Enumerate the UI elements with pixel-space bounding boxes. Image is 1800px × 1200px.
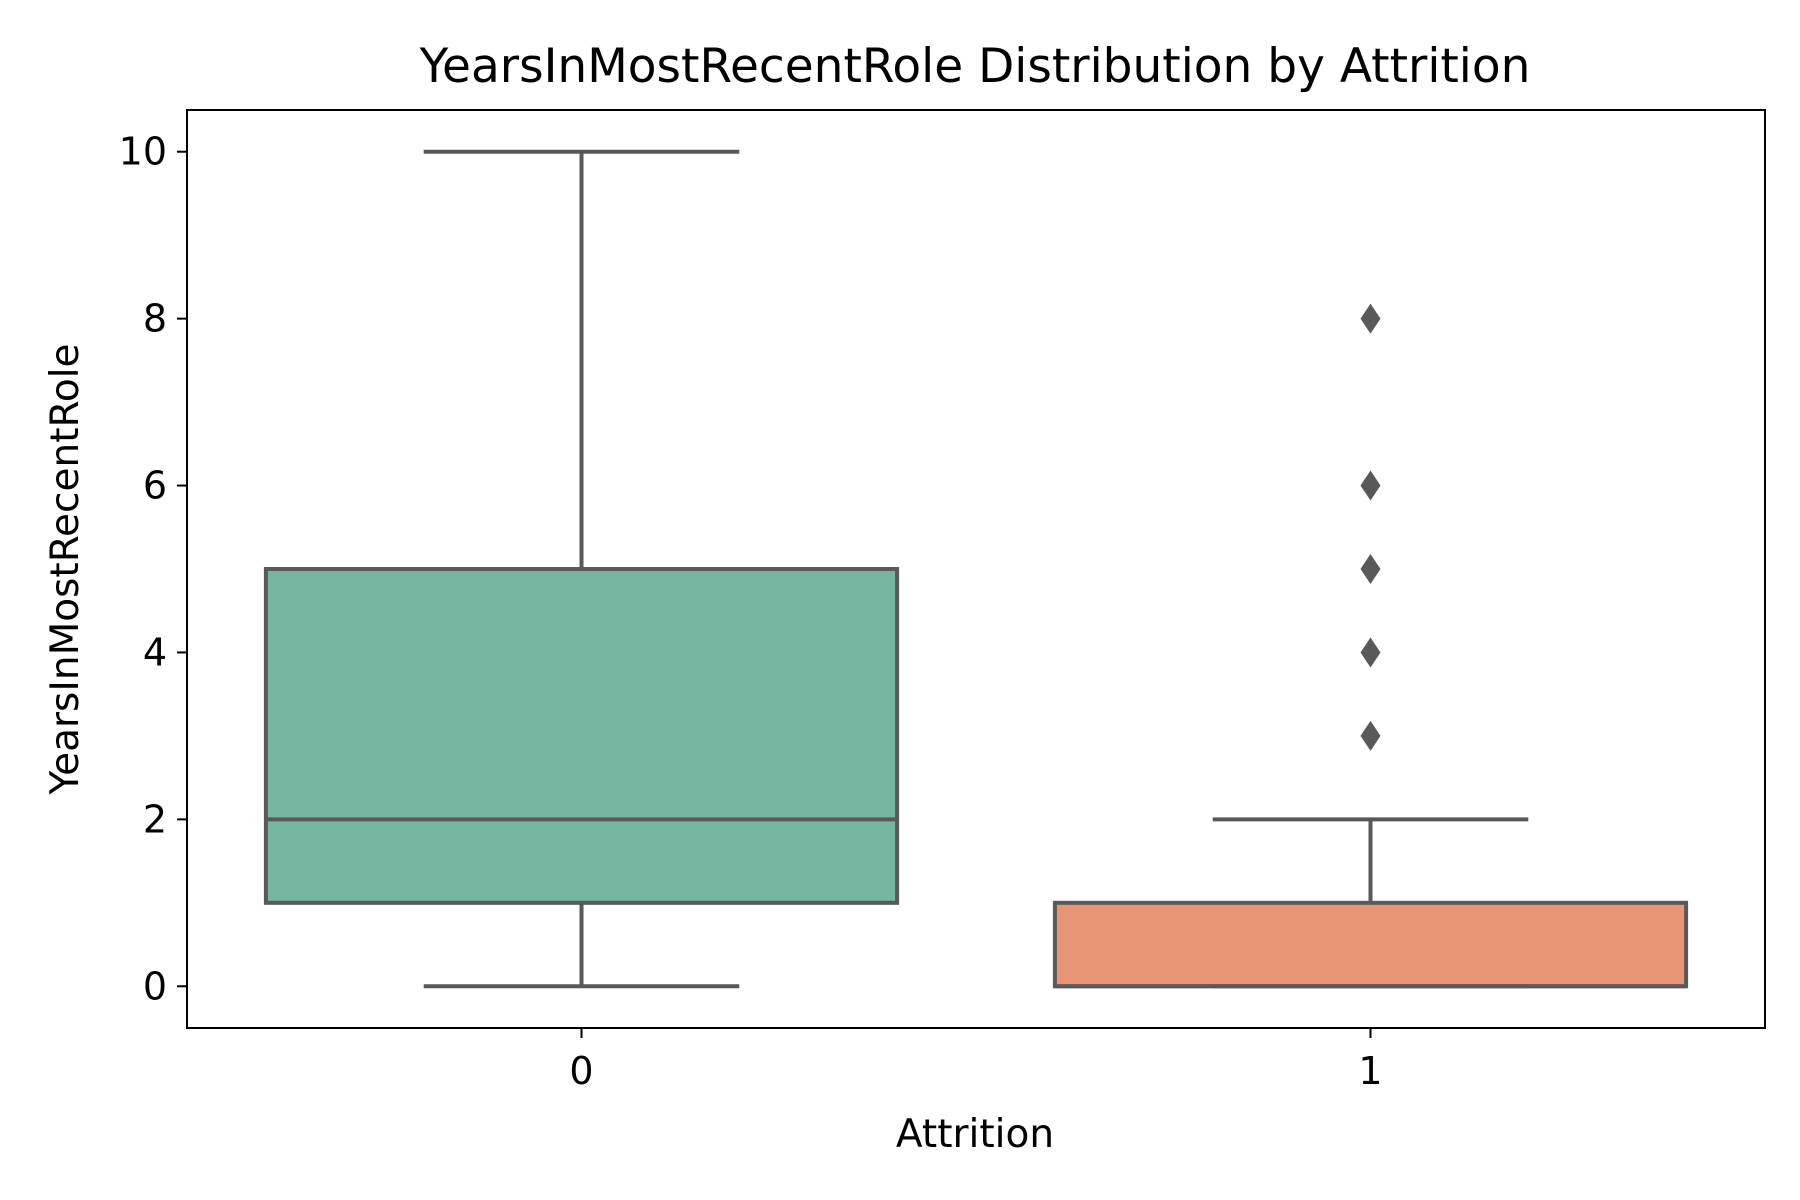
x-tick-label: 0 bbox=[569, 1049, 593, 1093]
y-axis-label: YearsInMostRecentRole bbox=[43, 343, 88, 795]
y-tick-label: 4 bbox=[143, 630, 167, 674]
outlier-point bbox=[1360, 720, 1381, 751]
iqr-box bbox=[1052, 900, 1689, 989]
outlier-point bbox=[1360, 637, 1381, 668]
outlier-point bbox=[1360, 303, 1381, 334]
y-tick-label: 2 bbox=[143, 797, 167, 841]
y-tick-label: 10 bbox=[119, 130, 167, 174]
iqr-box bbox=[263, 567, 900, 905]
box-group-0 bbox=[263, 149, 900, 989]
y-tick-label: 6 bbox=[143, 464, 167, 508]
axes: 0 2 4 6 8 10 0 1 bbox=[119, 130, 1383, 1093]
box-group-1 bbox=[1052, 303, 1689, 989]
x-axis-label: Attrition bbox=[896, 1112, 1054, 1157]
chart-title: YearsInMostRecentRole Distribution by At… bbox=[419, 39, 1531, 94]
x-tick-label: 1 bbox=[1358, 1049, 1382, 1093]
outlier-point bbox=[1360, 470, 1381, 501]
y-tick-label: 0 bbox=[143, 964, 167, 1008]
plot-area bbox=[263, 149, 1689, 989]
y-tick-label: 8 bbox=[143, 297, 167, 341]
outlier-point bbox=[1360, 554, 1381, 584]
plot-frame bbox=[186, 109, 1766, 1029]
